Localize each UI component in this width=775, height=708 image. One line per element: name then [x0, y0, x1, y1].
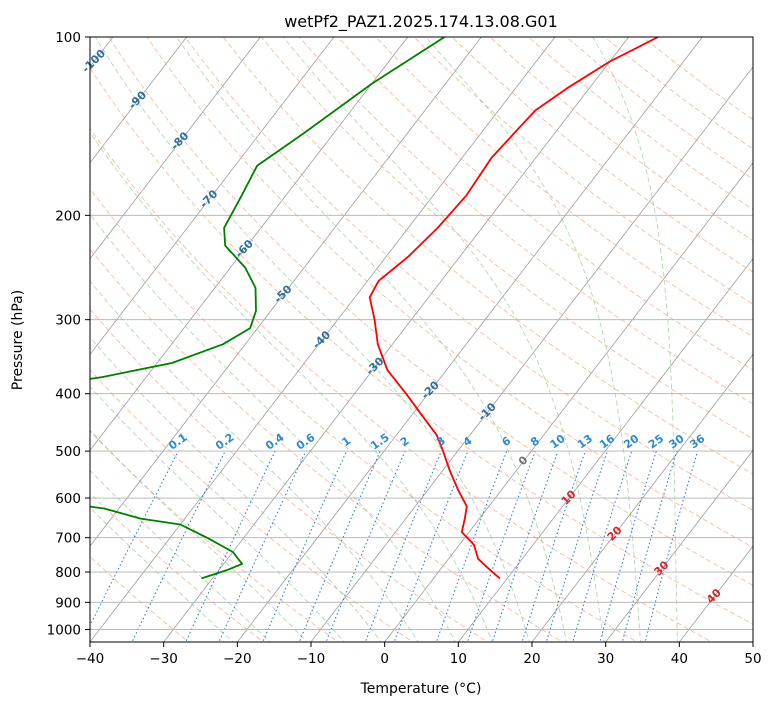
y-tick-label: 600: [55, 491, 81, 507]
moist-adiabat-line: [90, 131, 493, 642]
plot-frame: [89, 36, 754, 643]
isotherm-line: [90, 37, 482, 547]
series-line-dew-point: [90, 37, 445, 580]
y-tick-label: 1000: [47, 622, 81, 638]
y-tick-label: 800: [55, 565, 81, 581]
moist-adiabat-line: [90, 336, 382, 642]
dry-adiabat-line: [90, 308, 489, 642]
dry-adiabat-line: [337, 37, 753, 371]
isotherm-line: [90, 37, 188, 164]
profile-lines: [90, 37, 659, 580]
y-tick-label: 500: [55, 444, 81, 460]
mixing-ratio-line: [185, 450, 276, 642]
mixing-ratio-line: [466, 450, 536, 642]
mixing-ratio-line: [521, 450, 586, 642]
y-tick-label: 900: [55, 595, 81, 611]
y-tick-label: 200: [55, 208, 81, 224]
mixing-ratio-line: [491, 450, 559, 642]
x-tick-label: 30: [597, 651, 614, 667]
y-tick-label: 700: [55, 531, 81, 547]
mixing-ratio-line: [298, 450, 381, 642]
x-tick-label: 10: [450, 651, 467, 667]
isotherm-line: [531, 353, 753, 642]
dry-adiabat-line: [299, 37, 753, 405]
y-axis-label: Pressure (hPa): [10, 290, 26, 390]
mixing-ratio-line: [325, 450, 406, 642]
dry-adiabat-line: [90, 127, 713, 642]
dry-adiabat-line: [375, 37, 753, 338]
mixing-ratio-line: [621, 450, 678, 642]
mixing-ratio-line: [545, 450, 608, 642]
isotherm-line: [310, 66, 753, 642]
x-tick-label: −30: [149, 651, 178, 667]
mixing-ratio-line: [435, 450, 508, 642]
mixing-ratio-line: [644, 450, 699, 642]
x-tick-label: 40: [671, 651, 688, 667]
mixing-ratio-line: [599, 450, 657, 642]
x-tick-label: −10: [297, 651, 326, 667]
x-tick-label: −40: [76, 651, 105, 667]
dry-adiabat-line: [108, 37, 753, 586]
x-tick-label: 0: [380, 651, 389, 667]
isotherm-line: [90, 37, 261, 260]
isotherm-line: [384, 162, 753, 642]
mixing-ratio-line: [572, 450, 633, 642]
isotherm-line: [457, 257, 753, 642]
x-tick-label: −20: [223, 651, 252, 667]
y-axis: 100 200 300 400 500 600 700 800 900 1000: [47, 30, 90, 638]
x-tick-label: 20: [523, 651, 540, 667]
x-axis: −40 −30 −20 −10 0 10 20 30 40 50: [76, 642, 762, 667]
y-tick-label: 400: [55, 387, 81, 403]
series-line-temperature: [368, 37, 659, 580]
isotherm-line: [90, 37, 556, 642]
y-tick-label: 300: [55, 313, 81, 329]
isotherm-line: [163, 37, 630, 642]
x-tick-label: 50: [744, 651, 761, 667]
chart-title: wetPf2_PAZ1.2025.174.13.08.G01: [284, 12, 558, 32]
mixing-ratio-line: [393, 450, 469, 642]
dry-adiabat-line: [184, 37, 753, 511]
mixing-ratio-line: [364, 450, 442, 642]
isotherm-line: [90, 37, 335, 356]
y-tick-label: 100: [55, 30, 81, 46]
isotherm-line: [236, 37, 703, 642]
x-axis-label: Temperature (°C): [360, 681, 482, 697]
pressure-grid: [90, 37, 753, 630]
isotherm-line: [90, 37, 409, 451]
dry-adiabat-line: [222, 37, 753, 475]
dry-adiabat-line: [90, 248, 564, 642]
mixing-ratio-line: [90, 450, 179, 627]
isotherm-line: [605, 449, 753, 642]
